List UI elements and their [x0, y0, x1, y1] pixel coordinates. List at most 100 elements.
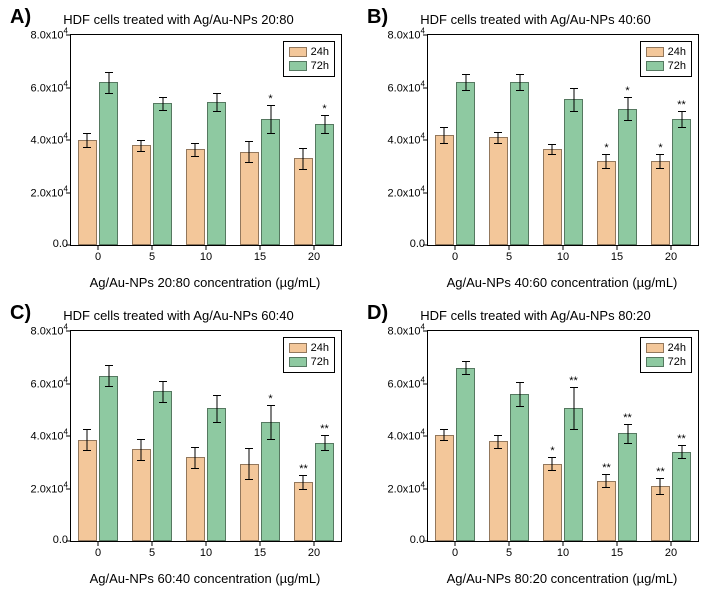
bar-24h — [294, 482, 312, 541]
xtick-mark — [260, 245, 261, 250]
legend-item: 72h — [646, 59, 686, 73]
error-cap — [245, 479, 253, 480]
error-bar — [444, 127, 445, 143]
ytick-label: 6.0x104 — [30, 375, 68, 390]
error-cap — [245, 448, 253, 449]
error-bar — [162, 97, 163, 110]
significance-marker: ** — [569, 375, 578, 387]
ytick-label: 0.0 — [387, 534, 425, 546]
significance-marker: ** — [299, 463, 308, 475]
error-bar — [249, 141, 250, 162]
legend-label: 24h — [311, 341, 329, 355]
xtick-mark — [314, 245, 315, 250]
xtick-mark — [617, 245, 618, 250]
error-cap — [299, 475, 307, 476]
error-cap — [656, 494, 664, 495]
error-cap — [494, 132, 502, 133]
error-cap — [494, 448, 502, 449]
ytick-label: 2.0x104 — [30, 480, 68, 495]
bar-24h — [186, 457, 204, 541]
xtick-label: 15 — [611, 547, 623, 559]
error-cap — [267, 105, 275, 106]
error-cap — [624, 97, 632, 98]
ytick-label: 2.0x104 — [30, 184, 68, 199]
error-bar — [573, 387, 574, 429]
error-cap — [159, 97, 167, 98]
bar-24h — [489, 441, 507, 541]
bar-72h — [99, 376, 117, 541]
bar-24h — [78, 140, 96, 245]
xtick-label: 0 — [95, 251, 101, 263]
xtick-label: 0 — [95, 547, 101, 559]
xtick-mark — [509, 245, 510, 250]
xtick-label: 20 — [665, 251, 677, 263]
error-cap — [83, 450, 91, 451]
error-bar — [216, 395, 217, 421]
error-bar — [606, 154, 607, 167]
legend-label: 72h — [311, 59, 329, 73]
error-bar — [141, 439, 142, 460]
error-cap — [321, 133, 329, 134]
panel-A: A)HDF cells treated with Ag/Au-NPs 20:80… — [0, 0, 357, 296]
error-cap — [548, 144, 556, 145]
error-bar — [195, 143, 196, 156]
error-cap — [191, 447, 199, 448]
bar-72h — [564, 99, 582, 245]
error-cap — [299, 169, 307, 170]
error-bar — [303, 148, 304, 169]
ytick-label: 8.0x104 — [387, 27, 425, 42]
error-bar — [324, 435, 325, 451]
bar-72h — [618, 109, 636, 246]
xtick-label: 20 — [308, 547, 320, 559]
significance-marker: * — [268, 393, 272, 405]
plot-area: 051015*20*24h72h — [70, 34, 342, 246]
error-cap — [516, 90, 524, 91]
ytick-label: 8.0x104 — [30, 27, 68, 42]
error-cap — [191, 143, 199, 144]
error-cap — [462, 361, 470, 362]
x-axis-label: Ag/Au-NPs 20:80 concentration (µg/mL) — [70, 275, 340, 290]
legend-label: 24h — [311, 45, 329, 59]
error-bar — [681, 111, 682, 127]
xtick-label: 20 — [308, 251, 320, 263]
ytick-label: 4.0x104 — [30, 428, 68, 443]
ytick-label: 0.0 — [30, 534, 68, 546]
xtick-mark — [671, 245, 672, 250]
error-bar — [498, 132, 499, 143]
bar-24h — [597, 161, 615, 245]
legend-swatch — [289, 357, 307, 367]
bar-24h — [543, 464, 561, 541]
legend-label: 24h — [668, 45, 686, 59]
error-bar — [162, 381, 163, 402]
error-cap — [494, 435, 502, 436]
error-cap — [137, 140, 145, 141]
legend: 24h72h — [283, 41, 335, 77]
error-bar — [660, 154, 661, 167]
error-cap — [321, 450, 329, 451]
error-bar — [270, 105, 271, 134]
error-bar — [681, 445, 682, 458]
error-cap — [191, 468, 199, 469]
error-cap — [137, 439, 145, 440]
bar-72h — [261, 119, 279, 245]
error-bar — [519, 74, 520, 90]
legend-label: 72h — [668, 355, 686, 369]
error-bar — [249, 448, 250, 480]
error-cap — [159, 110, 167, 111]
error-cap — [570, 387, 578, 388]
error-cap — [602, 154, 610, 155]
error-cap — [602, 487, 610, 488]
bar-24h — [435, 135, 453, 245]
error-cap — [678, 127, 686, 128]
xtick-label: 15 — [254, 547, 266, 559]
xtick-mark — [671, 541, 672, 546]
error-cap — [656, 154, 664, 155]
legend-item: 24h — [289, 341, 329, 355]
xtick-label: 5 — [149, 547, 155, 559]
bar-72h — [315, 443, 333, 541]
error-cap — [83, 147, 91, 148]
error-cap — [440, 440, 448, 441]
bar-24h — [132, 449, 150, 541]
error-bar — [552, 144, 553, 155]
xtick-label: 5 — [506, 251, 512, 263]
